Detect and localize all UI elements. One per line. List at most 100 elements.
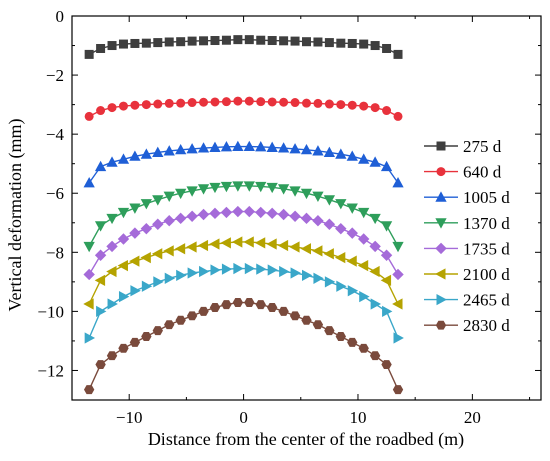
data-point	[187, 267, 198, 279]
data-point	[380, 160, 393, 172]
data-point	[313, 98, 323, 108]
data-point	[197, 184, 210, 195]
data-point	[289, 143, 301, 154]
data-point	[380, 274, 392, 287]
data-point	[233, 96, 243, 106]
data-point	[83, 385, 95, 395]
data-point	[256, 97, 266, 107]
data-point	[357, 233, 370, 245]
legend-item: 275 d	[424, 137, 502, 156]
data-point	[94, 249, 107, 261]
legend-item: 1005 d	[424, 188, 510, 207]
data-point	[197, 142, 210, 153]
data-point	[129, 203, 141, 214]
legend-item: 2465 d	[424, 291, 510, 310]
data-point	[152, 195, 164, 206]
data-point	[300, 143, 313, 155]
data-point	[279, 265, 290, 278]
data-point	[187, 98, 197, 108]
data-point	[300, 188, 313, 200]
data-point	[153, 99, 163, 109]
data-point	[267, 97, 277, 107]
data-point	[210, 36, 220, 46]
legend-label: 275 d	[463, 137, 502, 156]
data-point	[176, 98, 186, 108]
series-line	[88, 38, 399, 56]
legend-marker	[435, 320, 447, 330]
data-point	[186, 210, 198, 222]
data-point	[163, 214, 175, 227]
data-point	[220, 181, 233, 193]
data-point	[335, 199, 347, 210]
data-point	[335, 148, 347, 159]
legend-item: 640 d	[424, 163, 502, 182]
data-point	[243, 140, 255, 152]
legend-marker	[436, 141, 446, 151]
data-point	[392, 385, 404, 395]
data-point	[95, 360, 106, 370]
series-line	[88, 185, 399, 247]
legend-label: 2465 d	[463, 291, 510, 310]
data-point	[312, 320, 324, 330]
series-line	[88, 241, 399, 305]
data-point	[290, 98, 300, 108]
data-point	[392, 177, 404, 188]
data-point	[141, 100, 151, 110]
data-point	[186, 241, 197, 253]
data-point	[347, 337, 358, 347]
data-point	[129, 337, 141, 347]
y-tick-label: −10	[37, 302, 64, 321]
data-point	[130, 38, 140, 48]
data-point	[232, 205, 244, 218]
data-point	[277, 208, 290, 221]
data-point	[174, 212, 187, 225]
data-point	[117, 153, 130, 164]
legend-marker	[435, 191, 447, 202]
data-point	[221, 35, 231, 45]
data-point	[277, 239, 289, 252]
data-point	[347, 285, 359, 297]
legend-label: 640 d	[463, 163, 502, 182]
data-point	[370, 41, 380, 51]
data-point	[266, 141, 278, 152]
data-point	[382, 43, 392, 53]
data-point	[290, 36, 300, 46]
data-point	[118, 39, 128, 49]
data-point	[289, 210, 301, 222]
data-point	[359, 101, 369, 111]
data-point	[336, 38, 346, 48]
data-point	[129, 150, 141, 161]
y-tick-label: −8	[46, 243, 64, 262]
data-point	[254, 237, 266, 249]
data-point	[266, 207, 278, 220]
data-point	[301, 315, 312, 325]
data-point	[346, 255, 357, 267]
data-point	[220, 237, 231, 249]
data-point	[346, 150, 358, 161]
data-point	[220, 206, 233, 219]
x-tick-label: −10	[116, 408, 143, 427]
data-point	[152, 146, 164, 157]
data-point	[141, 332, 152, 341]
data-point	[369, 351, 381, 361]
data-point	[118, 290, 130, 303]
data-point	[244, 35, 254, 45]
legend-label: 1735 d	[463, 239, 510, 258]
legend-label: 2830 d	[463, 316, 510, 335]
data-point	[312, 214, 324, 227]
data-point	[256, 263, 267, 275]
data-point	[197, 239, 209, 252]
data-point	[198, 306, 209, 316]
data-point	[233, 35, 243, 45]
data-point	[153, 38, 163, 48]
data-point	[94, 274, 106, 287]
data-point	[324, 326, 335, 336]
data-point	[117, 207, 130, 219]
data-point	[243, 205, 256, 218]
data-point	[141, 280, 153, 292]
data-point	[266, 182, 278, 194]
data-point	[164, 320, 175, 330]
data-point	[370, 103, 380, 113]
legend-item: 1370 d	[424, 214, 510, 233]
